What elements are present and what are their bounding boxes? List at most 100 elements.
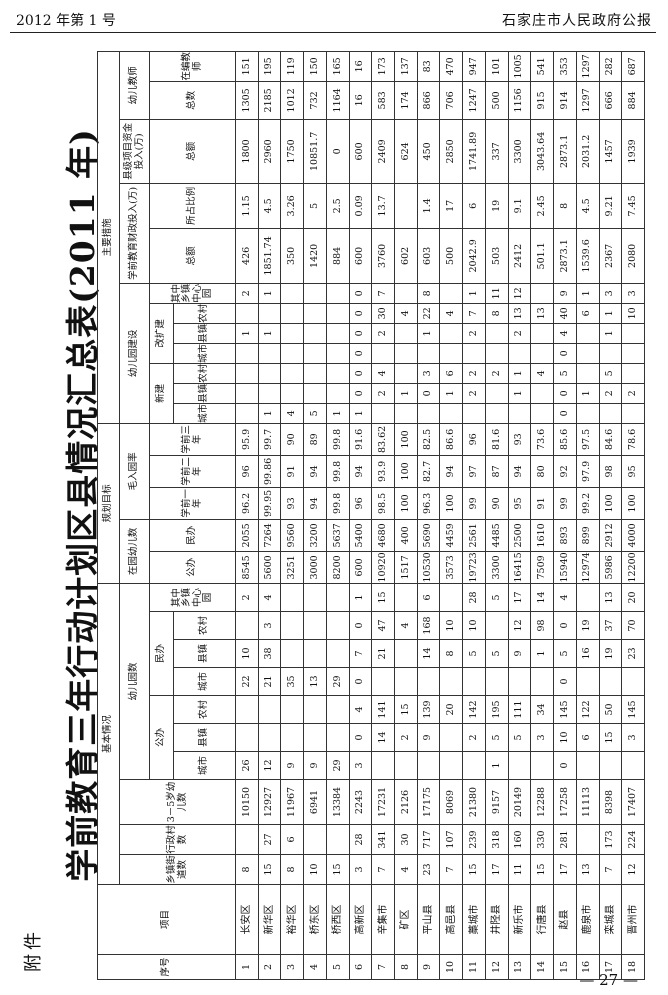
table-cell: 21380 [462,779,486,825]
table-cell: 47 [371,611,395,640]
table-cell [280,323,304,344]
table-cell [394,583,418,612]
table-cell: 37 [599,611,622,640]
table-cell: 174 [394,81,418,120]
district-name: 桥东区 [303,884,327,955]
table-cell: 14 [417,639,440,668]
table-cell: 7 [371,854,395,885]
header-cell: 学前教育财政投入(万) [119,183,150,284]
table-row: 6 高新区 3 28 2243 3 0 4 0 7 0 1 600 5400 96 94 91.6 1 0 0 0 0 0 0… [349,51,372,980]
table-cell: 7 [371,954,395,980]
header-cell: 序号 [97,954,236,980]
header-cell: 城市 [173,403,236,424]
table-cell: 1 [576,283,599,304]
table-cell: 450 [417,119,440,184]
table-row: 14 行唐县 15 330 12288 3 34 1 98 14 7509 1610 91 80 73.6 4… [530,51,554,980]
table-cell: 4 [439,303,463,324]
table-cell [439,667,463,696]
table-cell: 687 [621,51,645,82]
table-cell: 10 [553,723,577,752]
table-cell: 2912 [599,519,622,552]
table-cell: 4 [349,695,372,724]
table-cell: 21 [258,667,281,696]
table-cell: 224 [621,824,645,855]
table-cell: 13.7 [371,183,395,229]
table-cell [258,723,281,752]
table-cell: 500 [485,81,509,120]
table-cell [280,639,304,668]
table-cell [303,303,327,324]
table-cell: 4.5 [576,183,599,229]
table-cell [235,695,259,724]
table-cell: 12 [508,611,531,640]
table-cell: 5 [326,954,350,980]
table-cell: 2031.2 [576,119,599,184]
district-name: 行唐县 [530,884,554,955]
table-cell: 8 [235,854,259,885]
table-cell: 173 [371,51,395,82]
table-cell: 5 [485,639,509,668]
table-cell: 35 [280,667,304,696]
table-cell: 1 [508,363,531,384]
table-cell: 98 [530,611,554,640]
table-cell: 99.7 [258,423,281,456]
table-cell: 20 [439,695,463,724]
table-cell: 11 [508,854,531,885]
table-cell: 2561 [462,519,486,552]
table-cell: 8 [553,183,577,229]
table-cell: 20149 [508,779,531,825]
table-cell: 4485 [485,519,509,552]
table-cell [576,323,599,344]
table-cell: 4 [394,611,418,640]
table-cell: 281 [553,824,577,855]
table-cell: 5690 [417,519,440,552]
table-cell [599,403,622,424]
table-cell: 7509 [530,551,554,584]
table-row: 15 赵县 17 281 17258 0 10 145 0 5 0 4 15940 893 99 92 85.6… [553,51,577,980]
table-cell: 98 [599,455,622,488]
header-cell: 城市 [173,343,236,364]
table-cell: 23 [621,639,645,668]
table-cell: 94 [349,455,372,488]
table-cell: 168 [417,611,440,640]
table-cell: 2873.1 [553,228,577,284]
table-cell [439,751,463,780]
header-cell: 城市 [173,667,236,696]
table-cell: 173 [599,824,622,855]
table-cell: 119 [280,51,304,82]
table-cell: 1420 [303,228,327,284]
header-cell: 城市 [173,751,236,780]
table-cell: 1305 [235,81,259,120]
table-cell: 111 [508,695,531,724]
table-cell [417,667,440,696]
table-cell: 10150 [235,779,259,825]
table-row: 7 辛集市 7 341 17231 14 141 21 47 15 10920 4680 98.5 93.… [371,51,395,980]
table-cell: 6 [576,723,599,752]
table-cell [439,343,463,364]
table-cell [235,403,259,424]
table-cell: 4 [530,363,554,384]
table-cell: 3760 [371,228,395,284]
table-cell [258,303,281,324]
table-cell: 8 [485,303,509,324]
header-cell: 农村 [173,695,236,724]
table-cell: 4680 [371,519,395,552]
table-cell [576,583,599,612]
table-cell: 12974 [576,551,599,584]
table-cell: 1 [235,954,259,980]
table-cell [303,695,327,724]
table-cell: 145 [553,695,577,724]
table-cell: 99.95 [258,487,281,520]
header-cell: 县镇 [173,723,236,752]
table-cell: 4.5 [258,183,281,229]
table-cell: 2055 [235,519,259,552]
table-cell: 3200 [303,519,327,552]
header-cell: 学前一年 [149,487,236,520]
table-cell: 89 [303,423,327,456]
table-cell: 11 [485,283,509,304]
table-cell: 3 [258,611,281,640]
table-cell: 7 [349,639,372,668]
table-cell: 1 [462,283,486,304]
table-cell: 17 [553,854,577,885]
